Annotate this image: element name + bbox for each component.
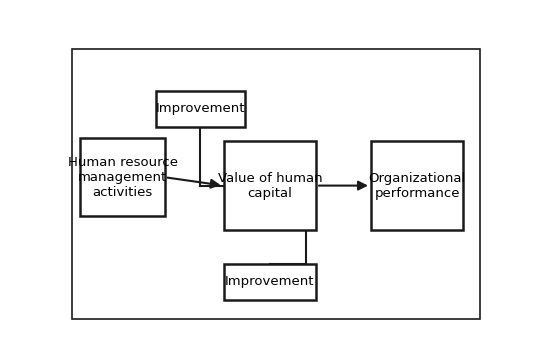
FancyBboxPatch shape <box>371 141 464 230</box>
FancyBboxPatch shape <box>224 264 316 300</box>
FancyBboxPatch shape <box>80 138 165 216</box>
Text: Human resource
management
activities: Human resource management activities <box>67 156 178 199</box>
Text: Value of human
capital: Value of human capital <box>218 172 322 199</box>
Text: Improvement: Improvement <box>225 275 314 288</box>
Text: Improvement: Improvement <box>156 102 245 115</box>
FancyBboxPatch shape <box>156 91 244 127</box>
Text: Organizational
performance: Organizational performance <box>369 172 466 199</box>
FancyBboxPatch shape <box>72 49 481 319</box>
FancyBboxPatch shape <box>224 141 316 230</box>
